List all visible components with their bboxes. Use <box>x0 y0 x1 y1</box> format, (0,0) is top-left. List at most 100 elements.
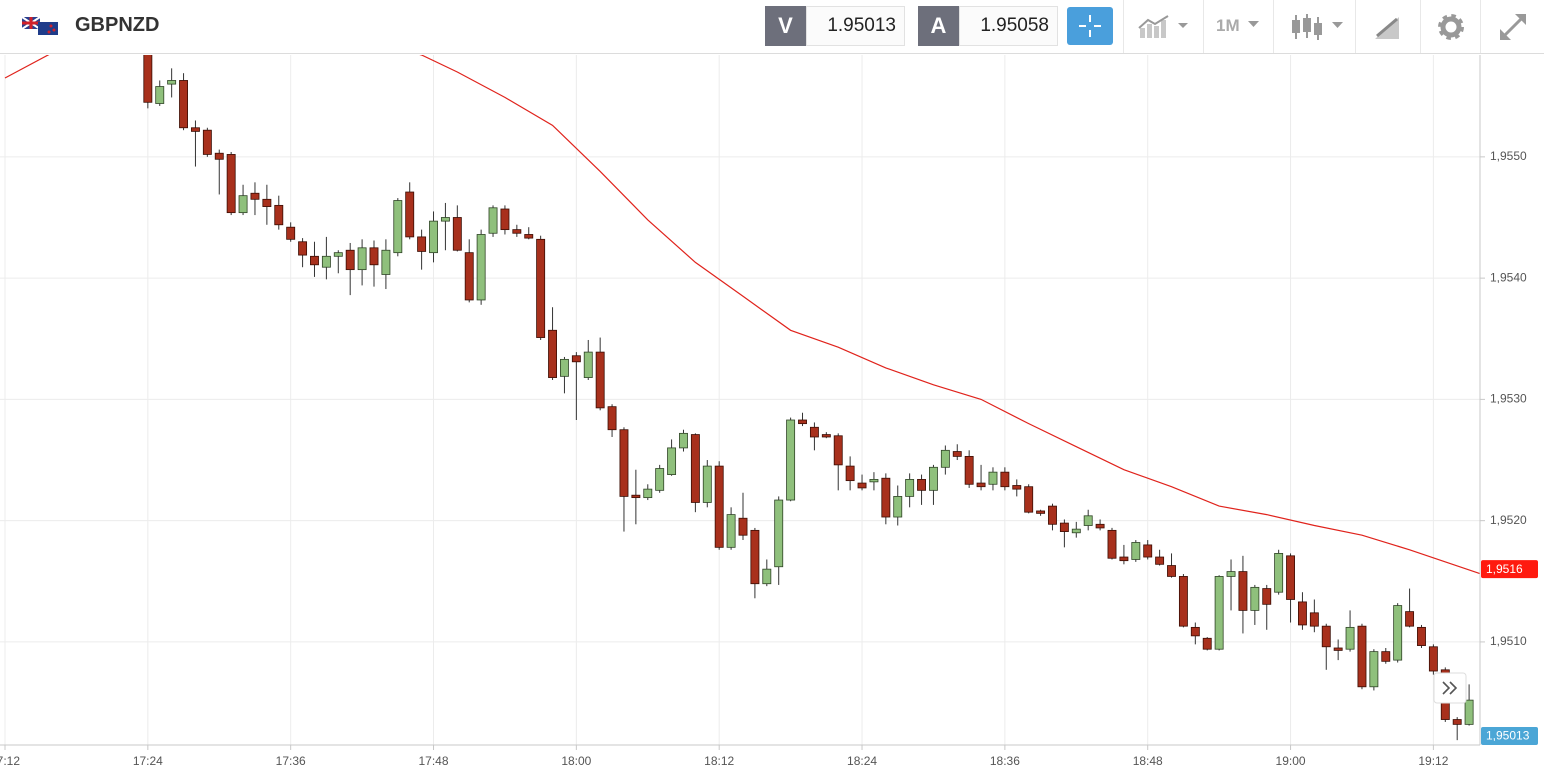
flag-icon <box>22 17 58 35</box>
candle-body <box>1202 637 1212 650</box>
fullscreen-button[interactable] <box>1497 11 1529 43</box>
candle-body <box>667 447 677 475</box>
separator <box>1480 0 1481 53</box>
candle-body <box>583 351 593 378</box>
y-tick-label: 1,9550 <box>1490 149 1527 163</box>
candle-body <box>143 55 153 103</box>
y-tick-label: 1,9540 <box>1490 270 1527 284</box>
x-tick-label: 18:00 <box>561 754 591 768</box>
candle-body <box>1226 571 1236 577</box>
candle-body <box>310 255 319 266</box>
candle-body <box>238 195 248 214</box>
settings-button[interactable] <box>1436 12 1466 42</box>
candle-body <box>1405 611 1415 627</box>
candle-body <box>952 451 962 457</box>
crosshair-button[interactable] <box>1067 7 1113 45</box>
candle-body <box>1143 544 1153 558</box>
candle-body <box>1048 505 1057 525</box>
drawing-button[interactable] <box>1372 13 1402 41</box>
scroll-icon <box>1449 681 1458 695</box>
separator <box>1420 0 1421 53</box>
price-label: 1,9516 <box>1486 562 1523 576</box>
separator <box>1123 0 1124 53</box>
candle-body <box>1000 471 1010 488</box>
candle-body <box>536 238 546 338</box>
candle-body <box>369 247 379 266</box>
candle-body <box>464 252 474 301</box>
chart-type-button[interactable] <box>1138 14 1192 40</box>
indicators-button[interactable] <box>1290 12 1346 42</box>
candle-body <box>167 80 177 85</box>
candle-body <box>357 247 367 271</box>
candle-body <box>1321 625 1331 648</box>
candle-body <box>1274 553 1284 593</box>
candle-body <box>631 494 641 499</box>
candle-body <box>321 255 331 268</box>
candle-body <box>750 529 760 585</box>
bid-button[interactable]: V <box>765 6 806 46</box>
candle-body <box>1036 510 1046 514</box>
candle-body <box>1059 522 1069 532</box>
candle-body <box>1155 556 1165 565</box>
x-tick-label: 18:36 <box>990 754 1020 768</box>
candle-body <box>821 434 831 438</box>
x-tick-label: 17:12 <box>0 754 20 768</box>
candle-body <box>1250 586 1260 611</box>
price-label: 1,95013 <box>1486 729 1530 743</box>
candle-body <box>786 419 796 501</box>
candle-body <box>869 479 879 483</box>
candle-body <box>393 200 403 254</box>
candle-body <box>1012 485 1022 490</box>
candle-body <box>274 204 284 226</box>
candle-body <box>298 241 308 256</box>
candle-body <box>488 207 498 234</box>
candle-body <box>905 479 915 497</box>
candle-body <box>191 127 200 132</box>
candle-body <box>560 358 569 377</box>
candle-body <box>929 466 938 491</box>
scroll-icon <box>1442 681 1451 695</box>
candle-body <box>595 351 605 409</box>
candle-body <box>1452 719 1462 725</box>
candle-body <box>1214 576 1224 650</box>
candle-body <box>250 192 260 200</box>
labels: 1,9510 1,9520 1,9530 1,9540 1,9550 17:12 17:24… <box>0 149 1538 768</box>
grid <box>0 55 1480 745</box>
candle-body <box>988 471 998 485</box>
candle-body <box>440 217 450 222</box>
candle-body <box>1417 626 1426 646</box>
price-label-box <box>1481 727 1538 745</box>
candle-body <box>1286 555 1295 600</box>
candle-body <box>690 434 700 503</box>
ask-button[interactable]: A <box>918 6 959 46</box>
candle-body <box>1381 651 1391 662</box>
candle-body <box>976 482 986 488</box>
x-tick-label: 17:36 <box>276 754 306 768</box>
candle-body <box>738 517 748 536</box>
candle-body <box>857 482 867 489</box>
candle-body <box>702 465 712 503</box>
candle-body <box>1333 647 1343 651</box>
candle-body <box>607 406 617 431</box>
symbol: GBPNZD <box>75 14 160 36</box>
x-tick-label: 19:00 <box>1276 754 1306 768</box>
candle-body <box>548 329 557 378</box>
separator <box>1273 0 1274 53</box>
candle-body <box>1369 651 1379 688</box>
candle-body <box>845 465 855 482</box>
scroll-button[interactable] <box>1433 672 1467 704</box>
candle-body <box>917 479 926 491</box>
candle-body <box>1071 528 1081 534</box>
candle-body <box>1393 605 1403 661</box>
candle-body <box>1238 571 1248 611</box>
candle-body <box>1095 523 1105 529</box>
moving-average-line <box>4 55 1480 575</box>
candle-body <box>226 154 236 214</box>
candle-body <box>833 435 843 466</box>
candle-body <box>512 229 522 234</box>
x-tick-label: 18:48 <box>1133 754 1163 768</box>
timeframe-button[interactable]: 1M <box>1216 16 1240 35</box>
candle-body <box>774 499 784 568</box>
candle-body <box>333 252 343 257</box>
